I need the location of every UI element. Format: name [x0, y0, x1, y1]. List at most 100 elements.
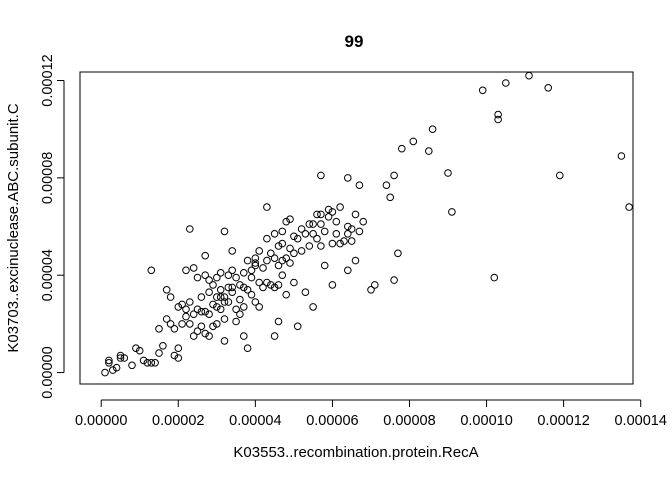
data-point	[448, 208, 456, 216]
data-point	[220, 337, 229, 345]
data-point	[301, 230, 310, 238]
data-point	[317, 242, 325, 250]
data-point	[243, 344, 252, 353]
data-point	[147, 266, 156, 275]
data-point	[240, 283, 248, 292]
data-point	[263, 256, 271, 265]
data-point	[170, 325, 179, 333]
data-point	[332, 217, 341, 226]
data-point	[390, 171, 398, 180]
data-point	[162, 315, 171, 323]
data-point	[347, 237, 356, 245]
data-point	[232, 317, 240, 326]
data-point	[201, 307, 209, 316]
data-point	[151, 359, 159, 367]
data-point	[617, 152, 626, 160]
data-point	[224, 283, 233, 292]
x-tick-label: 0.00004	[229, 413, 281, 429]
data-point	[236, 310, 244, 319]
data-point	[213, 293, 221, 301]
data-point	[186, 298, 194, 306]
data-point	[409, 137, 418, 146]
data-point	[178, 300, 186, 309]
data-point	[313, 210, 321, 219]
y-tick-label: 0.00004	[40, 249, 56, 301]
data-point	[344, 230, 352, 238]
data-point	[186, 225, 194, 233]
data-point	[205, 288, 213, 297]
data-point	[220, 227, 229, 236]
data-point	[390, 276, 398, 284]
data-point	[317, 220, 325, 228]
data-point	[251, 254, 260, 263]
data-point	[494, 110, 502, 119]
data-point	[120, 354, 129, 362]
data-point	[255, 278, 264, 287]
data-point	[324, 213, 333, 221]
data-point	[502, 79, 510, 87]
data-point	[263, 203, 271, 211]
data-point	[255, 247, 264, 255]
y-axis: 0.00000 0.00004 0.00008 0.00012	[40, 54, 65, 399]
data-point	[270, 332, 279, 340]
data-point	[236, 295, 244, 304]
data-point	[166, 320, 175, 328]
x-tick-label: 0.00006	[306, 413, 358, 429]
data-point	[186, 320, 194, 328]
data-point	[394, 249, 402, 258]
data-point	[182, 305, 190, 314]
data-point	[116, 354, 125, 362]
data-point	[305, 242, 314, 250]
data-point	[213, 303, 221, 311]
data-point	[278, 239, 287, 248]
data-point	[243, 286, 252, 294]
data-point	[274, 317, 283, 326]
y-axis-label: K03703..excinuclease.ABC.subunit.C	[5, 103, 22, 352]
data-point	[232, 305, 240, 314]
data-point	[313, 234, 321, 243]
data-point	[293, 234, 302, 243]
data-point	[220, 293, 229, 301]
data-point	[290, 278, 298, 287]
data-point	[174, 354, 183, 362]
data-point	[278, 271, 287, 280]
data-point	[274, 261, 283, 270]
data-point	[166, 293, 175, 301]
x-tick-label: 0.00000	[75, 413, 127, 429]
data-point	[189, 310, 198, 319]
x-tick-label: 0.00008	[383, 413, 435, 429]
data-point	[324, 205, 333, 214]
data-point	[216, 269, 225, 277]
data-point	[255, 303, 264, 311]
data-point	[336, 203, 344, 211]
x-tick-label: 0.00012	[537, 413, 589, 429]
data-point	[355, 181, 364, 189]
data-point	[290, 249, 298, 258]
data-point	[201, 271, 209, 280]
data-point	[270, 283, 279, 292]
data-point	[286, 259, 294, 267]
data-point	[228, 247, 236, 255]
data-point	[259, 283, 267, 292]
data-point	[162, 286, 171, 294]
x-tick-label: 0.00014	[614, 413, 666, 429]
data-point	[205, 310, 213, 319]
data-points	[101, 71, 633, 377]
data-point	[478, 86, 487, 95]
data-point	[135, 346, 144, 355]
data-point	[139, 356, 148, 365]
x-axis: 0.00000 0.00002 0.00004 0.00006 0.00008 0.000…	[75, 399, 667, 429]
data-point	[351, 256, 360, 265]
data-point	[159, 342, 167, 350]
data-point	[228, 288, 236, 297]
data-point	[170, 351, 179, 360]
data-point	[251, 261, 260, 270]
data-point	[209, 322, 217, 331]
data-point	[197, 322, 206, 331]
data-point	[155, 349, 163, 357]
data-point	[251, 298, 260, 306]
data-point	[236, 281, 244, 289]
data-point	[286, 244, 294, 253]
chart-title: 99	[345, 32, 364, 51]
